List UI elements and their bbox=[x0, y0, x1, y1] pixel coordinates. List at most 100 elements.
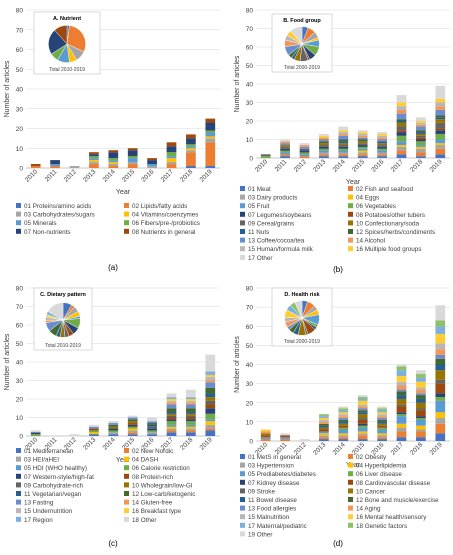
bar-segment bbox=[338, 433, 349, 436]
bar-segment bbox=[416, 156, 426, 158]
bar-segment bbox=[357, 143, 368, 146]
bar-segment bbox=[396, 381, 407, 386]
bar-segment bbox=[108, 160, 119, 163]
bar-segment bbox=[377, 135, 387, 138]
x-tick-label: 2012 bbox=[63, 168, 78, 183]
bar-segment bbox=[205, 421, 216, 425]
bar-segment bbox=[435, 326, 446, 334]
bar-segment bbox=[280, 437, 290, 440]
y-tick-label: 20 bbox=[246, 119, 254, 126]
legend-entry: 05 Minerals bbox=[24, 220, 57, 227]
bar-segment bbox=[338, 427, 349, 430]
x-tick-label: 2014 bbox=[102, 168, 117, 183]
y-tick-label: 40 bbox=[16, 87, 24, 94]
bar-segment bbox=[435, 423, 446, 434]
bar-segment bbox=[396, 416, 407, 424]
bar-segment bbox=[127, 415, 138, 418]
x-tick-label: 2016 bbox=[370, 158, 385, 173]
legend-entry: 10 Confectionary/soda bbox=[356, 220, 420, 227]
legend-entry: 01 MetS in general bbox=[248, 454, 301, 461]
bar-segment bbox=[319, 152, 329, 155]
bar-segment bbox=[319, 148, 329, 151]
legend-swatch bbox=[124, 228, 129, 234]
pie-slice bbox=[290, 26, 303, 45]
bar-segment bbox=[435, 354, 446, 359]
bar-segment bbox=[205, 393, 216, 398]
bar-segment bbox=[416, 137, 426, 140]
x-tick-label: 2014 bbox=[332, 441, 347, 456]
legend-entry: 05 HDI (WHO healthy) bbox=[24, 465, 87, 472]
bar-segment bbox=[186, 424, 196, 427]
y-tick-label: 20 bbox=[16, 397, 24, 404]
bar-segment bbox=[319, 427, 329, 430]
bar-segment bbox=[357, 406, 368, 409]
bar-segment bbox=[416, 437, 426, 441]
bar-segment bbox=[377, 148, 387, 151]
bar-segment bbox=[166, 158, 177, 163]
legend-entry: 15 Undernutrition bbox=[24, 508, 73, 515]
bar-segment bbox=[357, 410, 368, 413]
legend-entry: 11 Nuts bbox=[248, 229, 269, 236]
bar-segment bbox=[357, 146, 368, 149]
legend-swatch bbox=[16, 220, 21, 226]
legend-entry: 07 Non-nutrients bbox=[24, 229, 71, 236]
bar-segment bbox=[357, 156, 368, 158]
bar-segment bbox=[127, 148, 138, 151]
legend-entry: 04 DASH bbox=[132, 457, 159, 464]
bar-segment bbox=[319, 141, 329, 144]
bar-segment bbox=[435, 102, 446, 107]
bar-segment bbox=[89, 430, 99, 433]
legend-entry: 17 Maternal/pediatric bbox=[248, 523, 307, 530]
bar-segment bbox=[89, 426, 99, 429]
bar-segment bbox=[435, 379, 446, 384]
legend-swatch bbox=[240, 531, 245, 537]
bar-segment bbox=[319, 156, 329, 158]
x-tick-label: 2013 bbox=[82, 168, 97, 183]
bar-segment bbox=[166, 417, 177, 420]
bar-segment bbox=[280, 139, 290, 142]
bar-segment bbox=[319, 154, 329, 157]
legend-entry: 02 New Nordic bbox=[132, 448, 173, 455]
bar-segment bbox=[166, 404, 177, 409]
bar-segment bbox=[357, 137, 368, 140]
bar-segment bbox=[435, 128, 446, 131]
bar-segment bbox=[166, 146, 177, 153]
legend-swatch bbox=[124, 456, 129, 462]
legend-swatch bbox=[240, 237, 245, 243]
bar-segment bbox=[435, 106, 446, 110]
bar-segment bbox=[166, 393, 177, 398]
y-tick-label: 80 bbox=[16, 8, 24, 15]
legend-entry: 18 Genetic factors bbox=[356, 523, 407, 530]
bar-segment bbox=[186, 397, 196, 399]
legend-entry: 03 HEI/aHEI bbox=[24, 457, 59, 464]
legend-entry: 08 Nutrients in general bbox=[132, 229, 195, 236]
y-axis-title: Number of articles bbox=[234, 55, 241, 112]
bar-segment bbox=[435, 349, 446, 355]
bar-segment bbox=[396, 427, 407, 432]
legend-entry: 14 Gluten-free bbox=[132, 500, 173, 507]
y-tick-label: 60 bbox=[16, 323, 24, 330]
pie-caption: Total 2000-2019 bbox=[284, 339, 320, 345]
bar-segment bbox=[396, 130, 407, 133]
bar-segment bbox=[338, 139, 349, 142]
legend-swatch bbox=[348, 454, 353, 459]
bar-segment bbox=[260, 435, 271, 438]
legend-swatch bbox=[348, 514, 353, 520]
bar-segment bbox=[186, 400, 196, 403]
bar-segment bbox=[166, 432, 177, 436]
bar-segment bbox=[205, 387, 216, 394]
bar-segment bbox=[338, 408, 349, 411]
bar-segment bbox=[416, 410, 426, 417]
legend-entry: 02 Lipids/fatty acids bbox=[132, 203, 187, 210]
bar-segment bbox=[108, 432, 119, 435]
legend-entry: 07 Kidney disease bbox=[248, 480, 300, 487]
legend-entry: 08 Protein-rich bbox=[132, 474, 173, 481]
bar-segment bbox=[319, 423, 329, 426]
bar-segment bbox=[416, 374, 426, 378]
bar-segment bbox=[416, 402, 426, 409]
x-tick-label: 2013 bbox=[82, 436, 97, 451]
bar-segment bbox=[396, 154, 407, 158]
bar-segment bbox=[338, 156, 349, 158]
bar-segment bbox=[416, 408, 426, 411]
legend-entry: 17 Region bbox=[24, 517, 53, 524]
